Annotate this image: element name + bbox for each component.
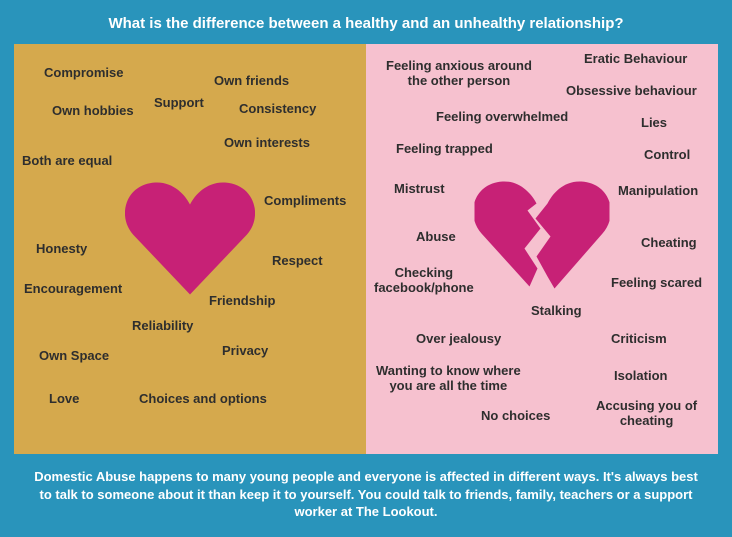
healthy-word: Compliments bbox=[264, 194, 346, 209]
unhealthy-word: Control bbox=[644, 148, 690, 163]
healthy-word: Own friends bbox=[214, 74, 289, 89]
unhealthy-word: Obsessive behaviour bbox=[566, 84, 697, 99]
healthy-word: Choices and options bbox=[139, 392, 267, 407]
healthy-word: Privacy bbox=[222, 344, 268, 359]
unhealthy-word: Lies bbox=[641, 116, 667, 131]
unhealthy-word: Checking facebook/phone bbox=[374, 266, 474, 296]
healthy-word: Honesty bbox=[36, 242, 87, 257]
unhealthy-word: Manipulation bbox=[618, 184, 698, 199]
healthy-word: Respect bbox=[272, 254, 323, 269]
unhealthy-word: No choices bbox=[481, 409, 550, 424]
footer-text: Domestic Abuse happens to many young peo… bbox=[0, 454, 732, 537]
unhealthy-word: Feeling anxious around the other person bbox=[386, 59, 532, 89]
unhealthy-word: Accusing you of cheating bbox=[596, 399, 697, 429]
healthy-word: Encouragement bbox=[24, 282, 122, 297]
healthy-word: Own Space bbox=[39, 349, 109, 364]
unhealthy-word: Over jealousy bbox=[416, 332, 501, 347]
healthy-word: Consistency bbox=[239, 102, 316, 117]
unhealthy-word: Cheating bbox=[641, 236, 697, 251]
healthy-word: Support bbox=[154, 96, 204, 111]
unhealthy-word: Wanting to know where you are all the ti… bbox=[376, 364, 521, 394]
heart-icon bbox=[125, 177, 255, 302]
unhealthy-panel: Feeling anxious around the other person E… bbox=[366, 44, 718, 454]
healthy-panel: Compromise Own friends Support Own hobbies C… bbox=[14, 44, 366, 454]
healthy-word: Compromise bbox=[44, 66, 123, 81]
broken-heart-icon bbox=[475, 177, 610, 302]
healthy-word: Both are equal bbox=[22, 154, 112, 169]
healthy-word: Own interests bbox=[224, 136, 310, 151]
unhealthy-word: Mistrust bbox=[394, 182, 445, 197]
healthy-word: Friendship bbox=[209, 294, 275, 309]
healthy-word: Love bbox=[49, 392, 79, 407]
healthy-word: Reliability bbox=[132, 319, 193, 334]
unhealthy-word: Isolation bbox=[614, 369, 667, 384]
unhealthy-word: Feeling scared bbox=[611, 276, 702, 291]
unhealthy-word: Criticism bbox=[611, 332, 667, 347]
unhealthy-word: Feeling overwhelmed bbox=[436, 110, 568, 125]
unhealthy-word: Abuse bbox=[416, 230, 456, 245]
unhealthy-word: Eratic Behaviour bbox=[584, 52, 687, 67]
panels: Compromise Own friends Support Own hobbies C… bbox=[14, 44, 718, 454]
title: What is the difference between a healthy… bbox=[0, 0, 732, 44]
unhealthy-word: Stalking bbox=[531, 304, 582, 319]
healthy-word: Own hobbies bbox=[52, 104, 134, 119]
infographic-container: What is the difference between a healthy… bbox=[0, 0, 732, 537]
unhealthy-word: Feeling trapped bbox=[396, 142, 493, 157]
